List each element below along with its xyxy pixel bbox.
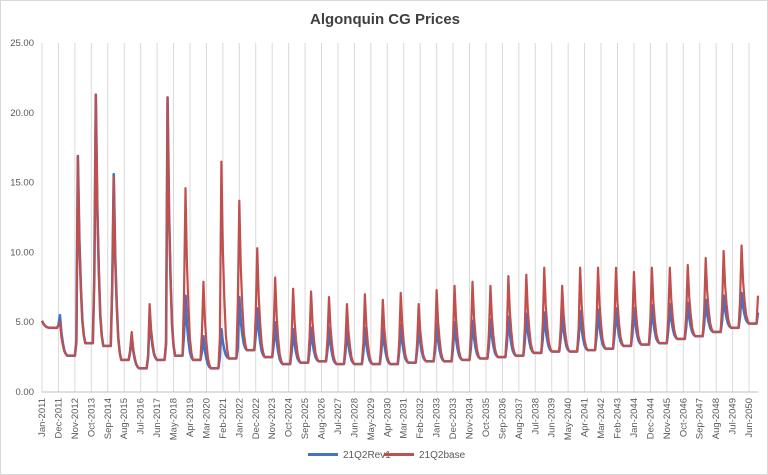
legend: 21Q2Rev1 21Q2base <box>0 450 768 466</box>
x-tick-label: Mar-2042 <box>596 398 607 439</box>
x-tick-label: Oct-2024 <box>284 398 295 437</box>
x-tick-label: Jan-2011 <box>37 398 48 437</box>
legend-item-base: 21Q2base <box>384 450 465 461</box>
y-tick-label: 10.00 <box>10 247 34 258</box>
x-tick-label: Jan-2022 <box>234 398 245 438</box>
legend-label-base: 21Q2base <box>419 450 466 461</box>
x-tick-label: Aug-2048 <box>711 398 722 439</box>
x-tick-label: Oct-2013 <box>86 398 97 437</box>
y-tick-label: 25.00 <box>10 38 34 49</box>
x-tick-label: Nov-2034 <box>465 398 476 439</box>
x-tick-label: Aug-2026 <box>317 398 328 439</box>
x-tick-label: Feb-2043 <box>612 398 623 439</box>
y-tick-label: 15.00 <box>10 178 34 189</box>
x-tick-label: Feb-2021 <box>218 398 229 439</box>
x-tick-label: Jul-2049 <box>728 398 739 434</box>
x-tick-label: Jan-2044 <box>629 398 640 438</box>
x-tick-label: Jul-2027 <box>333 398 344 434</box>
x-tick-label: Nov-2045 <box>662 398 673 439</box>
x-tick-label: Apr-2019 <box>185 398 196 437</box>
y-tick-label: 0.00 <box>16 387 35 398</box>
x-tick-label: Dec-2044 <box>645 398 656 439</box>
x-tick-label: Dec-2033 <box>448 398 459 439</box>
x-tick-label: Jul-2016 <box>136 398 147 434</box>
x-tick-label: Mar-2020 <box>201 398 212 439</box>
legend-item-rev1: 21Q2Rev1 <box>308 450 391 461</box>
x-tick-label: Aug-2037 <box>514 398 525 439</box>
x-tick-label: Mar-2031 <box>399 398 410 439</box>
x-tick-label: Jun-2028 <box>349 398 360 438</box>
series-line-21Q2base <box>41 93 760 370</box>
legend-swatch-base <box>384 452 414 456</box>
x-tick-label: May-2029 <box>366 398 377 440</box>
x-tick-label: Jun-2017 <box>152 398 163 438</box>
x-tick-label: Feb-2032 <box>415 398 426 439</box>
x-tick-label: Oct-2046 <box>678 398 689 437</box>
x-tick-label: Dec-2011 <box>53 398 64 439</box>
x-tick-label: Jan-2033 <box>432 398 443 438</box>
y-tick-label: 20.00 <box>10 108 34 119</box>
x-tick-label: Oct-2035 <box>481 398 492 437</box>
x-tick-label: Sep-2047 <box>695 398 706 439</box>
x-tick-label: Sep-2036 <box>497 398 508 439</box>
x-tick-label: Nov-2012 <box>70 398 81 439</box>
x-tick-label: Aug-2015 <box>119 398 130 439</box>
x-tick-label: Apr-2041 <box>580 398 591 437</box>
chart-title: Algonquin CG Prices <box>309 11 460 28</box>
x-tick-label: Jul-2038 <box>530 398 541 434</box>
y-tick-label: 5.00 <box>16 317 35 328</box>
x-tick-label: May-2040 <box>563 398 574 440</box>
x-tick-label: May-2018 <box>169 398 180 440</box>
x-tick-label: Apr-2030 <box>382 398 393 437</box>
x-tick-label: Nov-2023 <box>267 398 278 439</box>
x-tick-label: Jun-2050 <box>744 398 755 438</box>
x-tick-label: Sep-2025 <box>300 398 311 439</box>
x-tick-label: Jun-2039 <box>547 398 558 438</box>
x-tick-label: Dec-2022 <box>251 398 262 439</box>
legend-swatch-rev1 <box>308 452 338 456</box>
x-tick-label: Sep-2014 <box>103 398 114 439</box>
legend-label-rev1: 21Q2Rev1 <box>343 450 391 461</box>
